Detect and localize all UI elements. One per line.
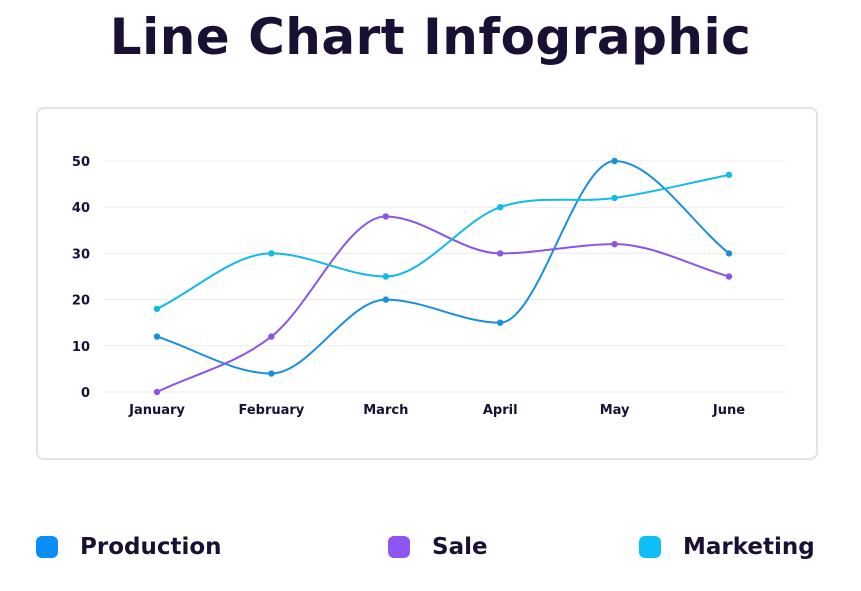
data-point-marketing <box>382 273 389 280</box>
x-tick-label: April <box>483 403 518 418</box>
x-tick-label: February <box>238 403 304 418</box>
x-tick-label: May <box>600 403 630 418</box>
series-line-sale <box>156 215 730 393</box>
data-point-sale <box>153 388 161 396</box>
y-tick-label: 10 <box>72 340 90 355</box>
y-tick-label: 0 <box>81 386 90 401</box>
y-tick-label: 40 <box>72 201 90 216</box>
legend-label-marketing: Marketing <box>683 534 815 560</box>
legend-swatch-sale <box>388 536 410 558</box>
legend-label-production: Production <box>80 534 222 560</box>
legend-item-marketing: Marketing <box>639 530 815 564</box>
y-tick-label: 20 <box>72 294 90 309</box>
legend-swatch-marketing <box>639 536 661 558</box>
data-point-sale <box>611 240 618 248</box>
legend-swatch-production <box>36 536 58 558</box>
x-tick-label: January <box>128 403 185 418</box>
legend-label-sale: Sale <box>432 534 488 560</box>
y-tick-label: 30 <box>72 247 90 262</box>
chart-title: Line Chart Infographic <box>109 8 752 66</box>
series-line-production <box>156 159 730 375</box>
data-point-production <box>497 319 504 326</box>
legend-item-sale: Sale <box>388 530 488 564</box>
data-point-production <box>153 333 161 340</box>
data-point-marketing <box>153 305 161 313</box>
y-tick-label: 50 <box>72 155 90 170</box>
legend-item-production: Production <box>36 530 222 564</box>
data-point-sale <box>497 250 504 257</box>
chart-card: 0 10 20 30 40 50 January February March April May J… <box>36 107 818 460</box>
data-point-production <box>611 157 618 165</box>
data-point-marketing <box>611 194 618 202</box>
data-point-marketing <box>268 250 275 257</box>
line-chart: 0 10 20 30 40 50 January February March April May J… <box>72 155 786 418</box>
data-point-production <box>725 250 733 257</box>
data-point-production <box>268 370 275 377</box>
data-point-marketing <box>725 171 733 179</box>
data-point-sale <box>268 333 275 340</box>
data-point-marketing <box>497 204 504 211</box>
x-tick-label: June <box>712 403 745 418</box>
data-point-sale <box>725 273 733 280</box>
data-point-sale <box>382 213 389 220</box>
series-line-marketing <box>156 173 730 310</box>
x-tick-label: March <box>363 403 408 418</box>
data-point-production <box>382 296 389 303</box>
